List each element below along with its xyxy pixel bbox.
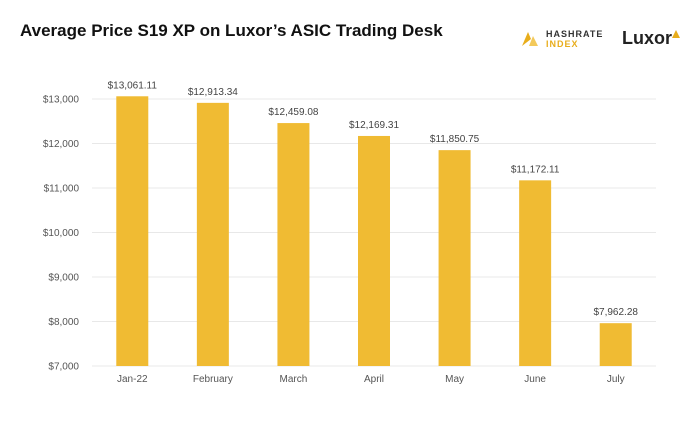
x-tick-label: June [524, 374, 546, 385]
y-tick-label: $13,000 [43, 95, 80, 106]
luxor-logo: Luxor [622, 28, 673, 48]
bar [116, 96, 149, 366]
hashrate-wordmark-line2: INDEX [546, 39, 579, 49]
y-tick-label: $7,000 [48, 362, 79, 373]
logo-area: HASHRATE INDEX Luxor [520, 28, 680, 52]
data-label: $13,061.11 [108, 80, 158, 91]
y-tick-label: $8,000 [48, 317, 79, 328]
x-tick-label: July [607, 374, 625, 385]
x-tick-label: March [280, 374, 308, 385]
data-label: $7,962.28 [593, 307, 638, 318]
data-label: $11,172.11 [511, 164, 560, 175]
x-tick-label: May [445, 374, 464, 385]
x-tick-label: Jan-22 [117, 374, 148, 385]
data-label: $12,459.08 [268, 107, 318, 118]
hashrate-index-logo-icon [522, 32, 538, 46]
y-tick-label: $12,000 [43, 139, 80, 150]
y-axis-ticks: $7,000 $8,000 $9,000 $10,000 $11,000 $12,000 $… [43, 95, 80, 373]
bar [277, 123, 310, 366]
y-tick-label: $10,000 [43, 228, 80, 239]
bar [358, 135, 390, 366]
chart-title: Average Price S19 XP on Luxor’s ASIC Tra… [20, 21, 443, 40]
data-label: $12,913.34 [188, 87, 238, 98]
bar [519, 180, 552, 366]
data-label: $12,169.31 [349, 120, 399, 131]
luxor-mark-icon [672, 30, 680, 38]
data-label: $11,850.75 [430, 134, 480, 145]
bars [116, 96, 632, 366]
y-tick-label: $9,000 [48, 273, 79, 284]
data-labels: $13,061.11 $12,913.34 $12,459.08 $12,169.31… [108, 80, 639, 318]
hashrate-wordmark-line1: HASHRATE [546, 29, 604, 39]
x-tick-label: April [364, 374, 384, 385]
bar [196, 102, 229, 366]
bar [438, 150, 471, 366]
hashrate-index-wordmark: HASHRATE INDEX [546, 29, 603, 49]
y-tick-label: $11,000 [44, 184, 80, 195]
bar [599, 323, 632, 366]
x-tick-label: February [193, 374, 233, 385]
x-axis-ticks: Jan-22 February March April May June July [117, 374, 625, 385]
